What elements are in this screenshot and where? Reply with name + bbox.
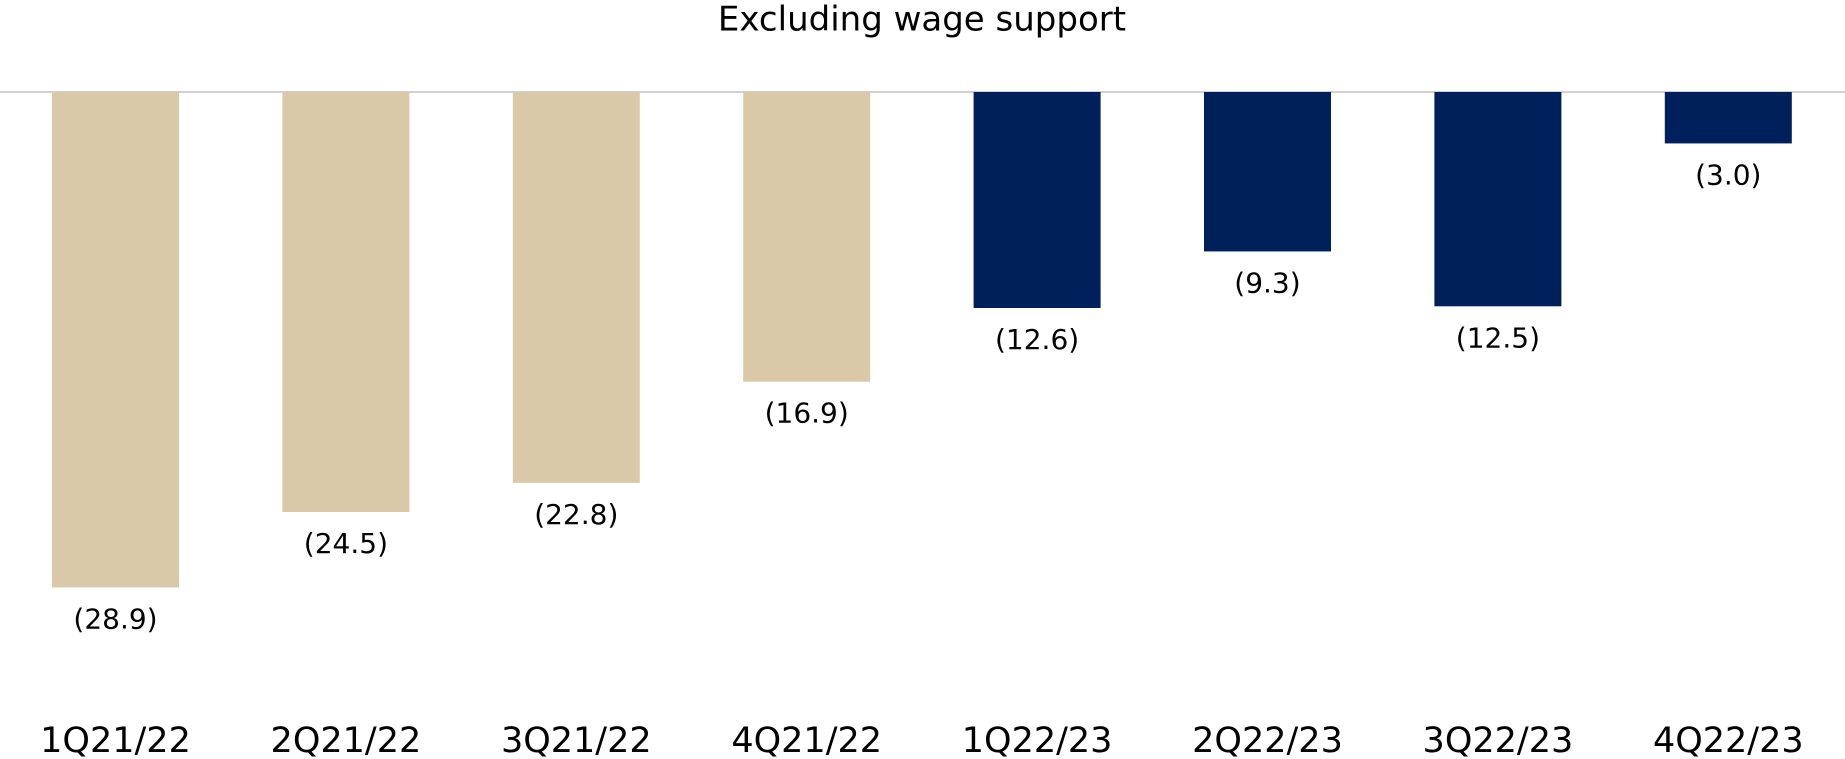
x-tick-label: 4Q21/22: [731, 721, 882, 759]
value-label: (12.5): [1456, 321, 1540, 354]
bar: [52, 92, 179, 588]
bar: [1204, 92, 1331, 252]
bar: [512, 92, 640, 483]
value-label: (22.8): [534, 498, 618, 531]
x-tick-label: 4Q22/23: [1653, 721, 1804, 759]
value-label: (12.6): [995, 323, 1079, 356]
x-tick-label: 3Q21/22: [501, 721, 652, 759]
x-tick-label: 1Q22/23: [962, 721, 1113, 759]
bar: [282, 92, 410, 512]
value-label: (9.3): [1234, 266, 1300, 299]
value-label: (28.9): [73, 602, 157, 635]
bar: [1664, 92, 1792, 144]
x-tick-label: 1Q21/22: [40, 721, 191, 759]
value-label: (3.0): [1695, 158, 1761, 191]
x-tick-label: 2Q21/22: [271, 721, 422, 759]
chart-title: Excluding wage support: [718, 0, 1126, 40]
value-label: (16.9): [765, 397, 849, 430]
x-tick-label: 3Q22/23: [1423, 721, 1574, 759]
value-label: (24.5): [304, 527, 388, 560]
bar: [973, 92, 1101, 308]
bar: [743, 92, 871, 382]
x-tick-label: 2Q22/23: [1192, 721, 1343, 759]
bar: [1434, 92, 1562, 307]
